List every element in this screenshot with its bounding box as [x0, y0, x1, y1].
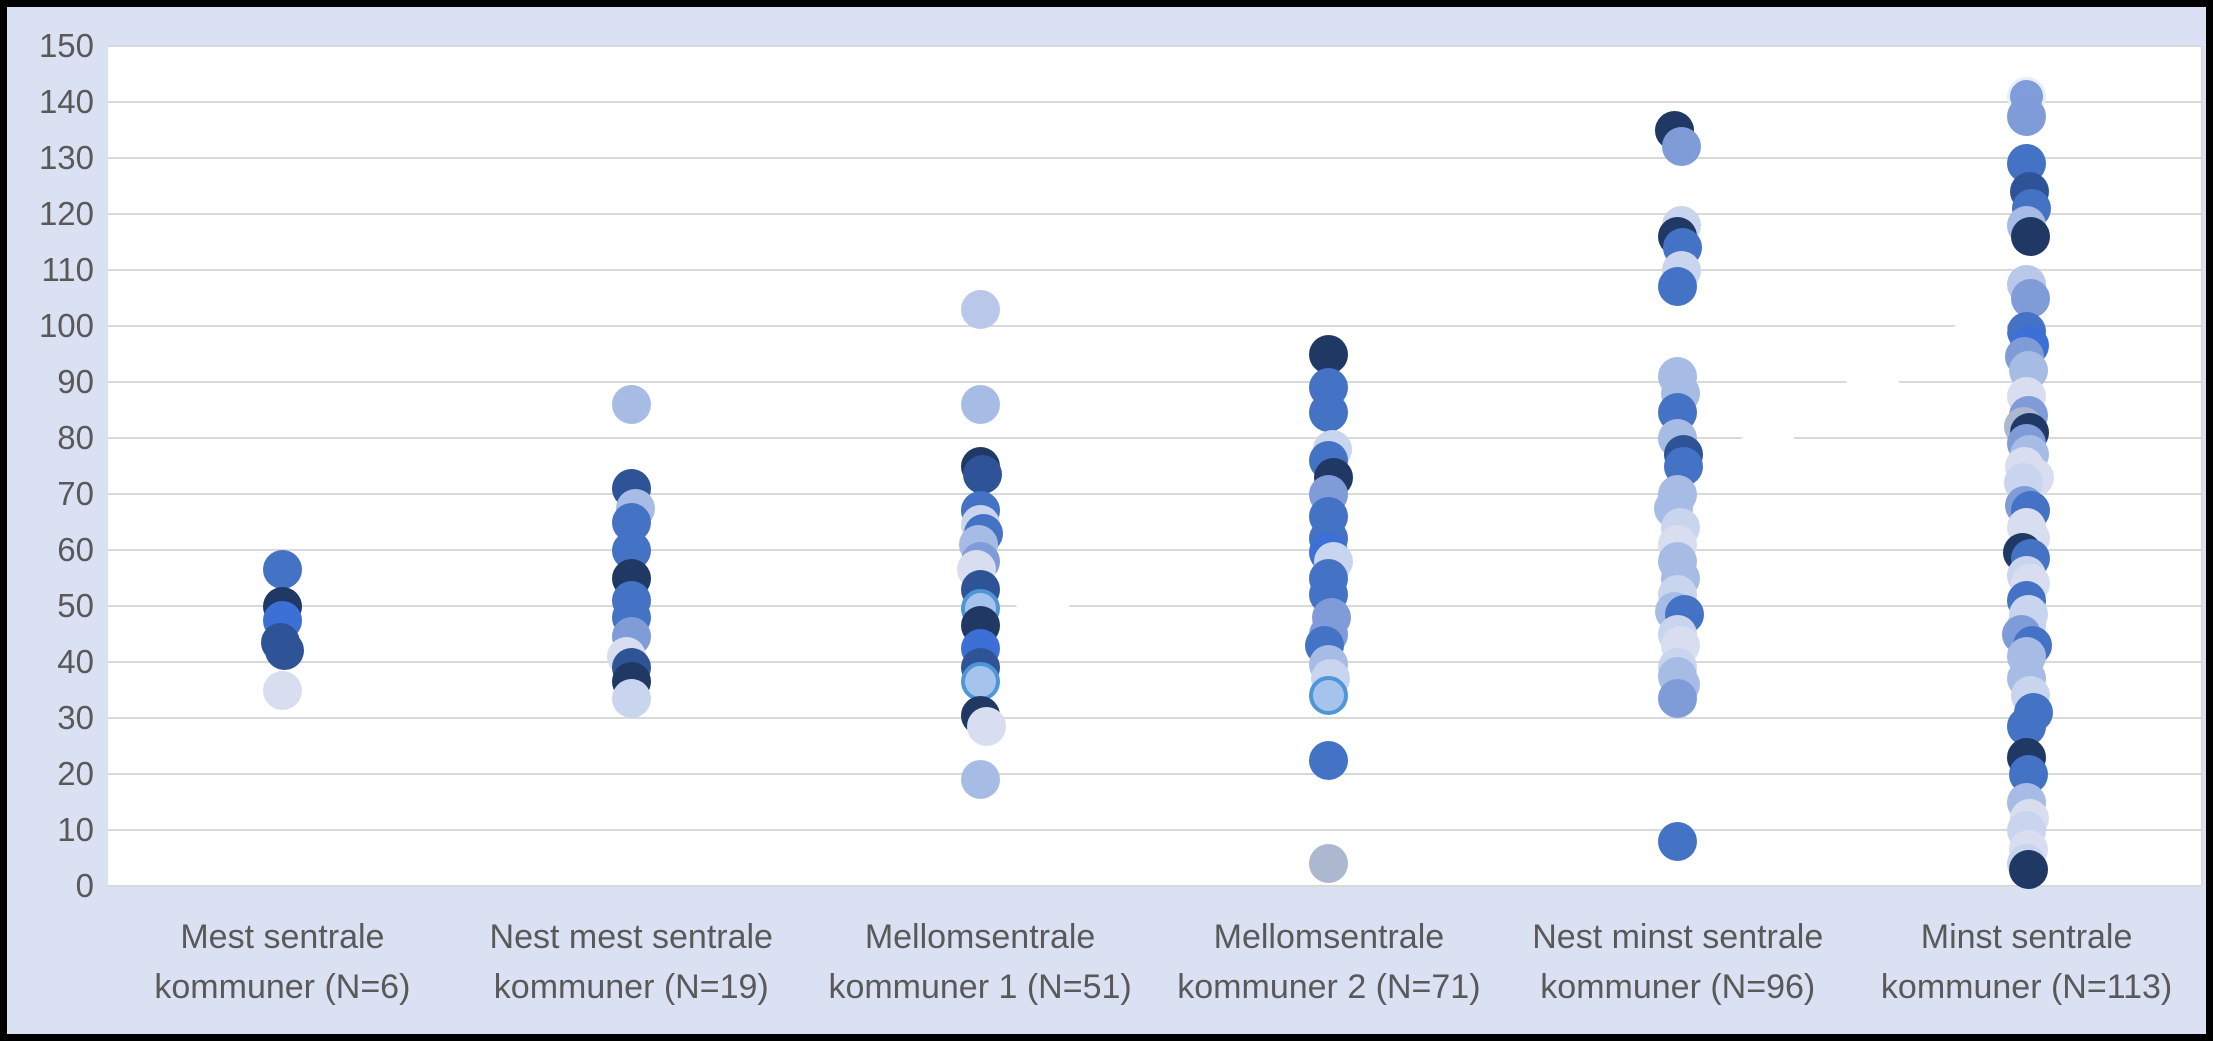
- category-label-line1: Mellomsentrale: [1213, 918, 1445, 956]
- data-point: [1309, 334, 1349, 374]
- data-point: [960, 289, 1000, 329]
- data-point: [1662, 127, 1702, 167]
- gridline: [108, 101, 2201, 103]
- gridline: [108, 437, 2201, 439]
- x-axis-category-label: Mellomsentrale kommuner 2 (N=71): [1109, 912, 1549, 1012]
- gridline: [108, 717, 2201, 719]
- data-point: [262, 670, 302, 710]
- data-point: [264, 631, 304, 671]
- y-axis-tick-label: 30: [57, 699, 94, 736]
- y-axis-tick-label: 60: [57, 531, 94, 568]
- y-axis-tick-label: 140: [38, 83, 94, 120]
- y-axis-tick-label: 90: [57, 363, 94, 400]
- category-label-line1: Nest mest sentrale: [489, 918, 773, 956]
- y-axis-tick-label: 110: [41, 251, 94, 288]
- y-axis-tick-label: 20: [57, 755, 94, 792]
- category-label-line2: kommuner 2 (N=71): [1177, 968, 1481, 1006]
- category-label-line2: kommuner (N=96): [1540, 968, 1816, 1006]
- y-axis-tick-label: 150: [38, 27, 94, 64]
- data-point: [2011, 216, 2051, 256]
- gridline: [108, 773, 2201, 775]
- gridline: [108, 493, 2201, 495]
- y-axis-tick-label: 80: [57, 419, 94, 456]
- gridline: [108, 213, 2201, 215]
- x-axis-category-label: Nest mest sentrale kommuner (N=19): [411, 912, 851, 1012]
- category-label-line1: Mest sentrale: [180, 918, 385, 956]
- y-axis-tick-label: 120: [38, 195, 94, 232]
- x-axis-category-label: Nest minst sentrale kommuner (N=96): [1458, 912, 1898, 1012]
- data-point: [2009, 849, 2049, 889]
- data-point: [962, 454, 1002, 494]
- data-point: [1658, 821, 1698, 861]
- x-axis-category-label: Mest sentrale kommuner (N=6): [62, 912, 502, 1012]
- data-point: [960, 760, 1000, 800]
- data-point: [2011, 278, 2051, 318]
- category-label-line2: kommuner (N=19): [493, 968, 769, 1006]
- data-point: [966, 706, 1006, 746]
- gridline: [108, 325, 2201, 327]
- data-point: [1658, 267, 1698, 307]
- y-axis-tick-label: 130: [38, 139, 94, 176]
- data-point: [1309, 844, 1349, 884]
- gridline: [108, 605, 2201, 607]
- category-label-line1: Nest minst sentrale: [1532, 918, 1824, 956]
- gridline: [108, 269, 2201, 271]
- gridline: [108, 885, 2201, 887]
- data-point: [960, 384, 1000, 424]
- y-axis-tick-label: 100: [38, 307, 94, 344]
- x-axis-category-label: Mellomsentrale kommuner 1 (N=51): [760, 912, 1200, 1012]
- category-label-line1: Mellomsentrale: [864, 918, 1096, 956]
- data-point: [262, 550, 302, 590]
- y-axis-tick-label: 50: [57, 587, 94, 624]
- data-point: [1309, 740, 1349, 780]
- gridline: [108, 45, 2201, 47]
- plot-area: [108, 45, 2203, 887]
- gridline: [108, 157, 2201, 159]
- data-point: [611, 678, 651, 718]
- data-point: [611, 384, 651, 424]
- y-axis-tick-label: 70: [57, 475, 94, 512]
- category-label-line2: kommuner 1 (N=51): [828, 968, 1132, 1006]
- y-axis-tick-label: 40: [57, 643, 94, 680]
- category-label-line2: kommuner (N=6): [154, 968, 411, 1006]
- category-label-line2: kommuner (N=113): [1880, 968, 2173, 1006]
- gridline: [108, 829, 2201, 831]
- gridline: [108, 661, 2201, 663]
- category-label-line1: Minst sentrale: [1920, 918, 2133, 956]
- data-point: [1658, 678, 1698, 718]
- data-point: [2007, 96, 2047, 136]
- data-point: [1309, 676, 1349, 716]
- y-axis-tick-label: 10: [57, 811, 94, 848]
- x-axis-category-label: Minst sentrale kommuner (N=113): [1807, 912, 2213, 1012]
- data-point: [1309, 393, 1349, 433]
- y-axis-tick-label: 0: [75, 867, 94, 904]
- gridline: [108, 381, 2201, 383]
- gridline: [108, 549, 2201, 551]
